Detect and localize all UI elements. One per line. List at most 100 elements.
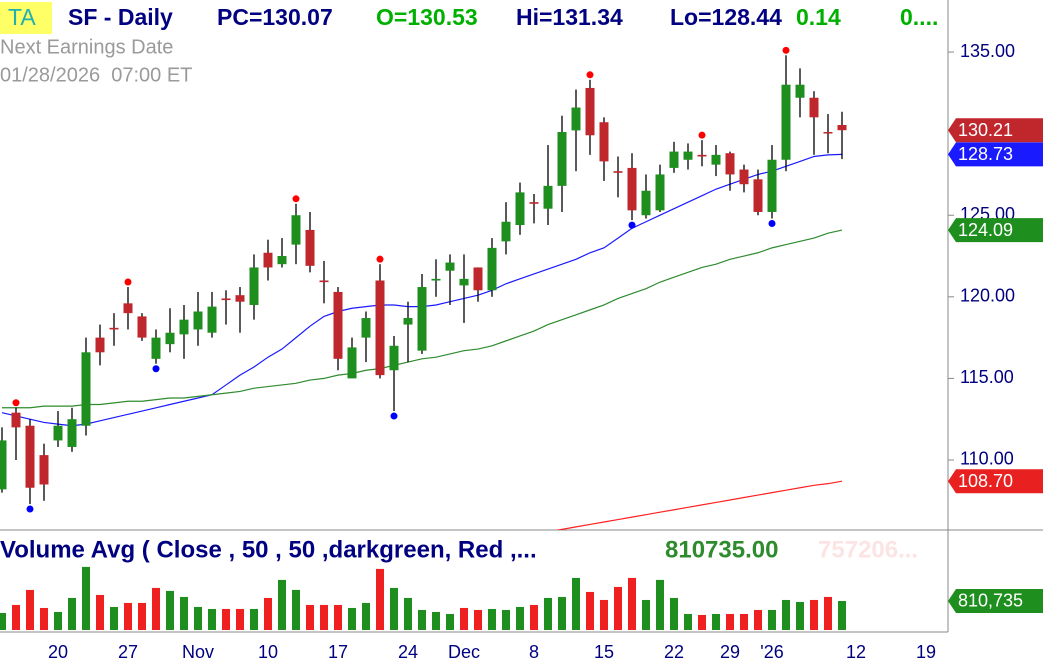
- candle-body: [823, 132, 833, 134]
- volume-bar: [460, 607, 468, 630]
- pivot-high: [782, 46, 790, 54]
- candle-body: [375, 280, 385, 376]
- candle-body: [81, 352, 91, 426]
- low: Lo=128.44: [670, 4, 782, 30]
- volume-title: Volume Avg ( Close , 50 , 50 ,darkgreen,…: [0, 536, 537, 563]
- volume-bar: [754, 609, 762, 630]
- candle-body: [697, 154, 707, 157]
- candle-body: [459, 278, 469, 286]
- volume-bar: [180, 596, 188, 630]
- candle-body: [123, 303, 133, 314]
- candle-body: [529, 202, 539, 204]
- volume-bar: [292, 589, 300, 630]
- candle-body: [151, 337, 161, 359]
- candle-body: [809, 97, 819, 118]
- volume-bar: [796, 601, 804, 630]
- candle-body: [725, 153, 735, 175]
- price-tag: [948, 469, 1043, 494]
- pivot-low: [26, 505, 34, 513]
- volume-bar: [40, 607, 48, 630]
- volume-bar: [0, 612, 6, 630]
- y-tick-label: 110.00: [960, 449, 1014, 469]
- volume-bar: [166, 590, 174, 630]
- volume-bar: [222, 608, 230, 630]
- candle-body: [263, 252, 273, 268]
- candle-body: [0, 440, 7, 490]
- volume-bar: [124, 602, 132, 630]
- volume-bar: [250, 608, 258, 630]
- volume-bar: [502, 609, 510, 630]
- candle-body: [333, 291, 343, 359]
- candle-body: [585, 87, 595, 136]
- prev-close: PC=130.07: [217, 4, 333, 30]
- badge-bg: [0, 2, 52, 34]
- candle-body: [347, 347, 357, 379]
- candle-body: [179, 319, 189, 335]
- pivot-high: [124, 278, 132, 286]
- candle-body: [221, 298, 231, 301]
- volume-bar: [26, 589, 34, 630]
- volume-bar: [306, 604, 314, 630]
- candle-body: [781, 84, 791, 160]
- candle-body: [753, 179, 763, 212]
- x-tick-label: 17: [328, 642, 348, 662]
- volume-bar: [740, 613, 748, 630]
- price-tag: [948, 218, 1043, 243]
- candle-body: [67, 419, 77, 447]
- candle-body: [683, 151, 693, 160]
- volume-bar: [334, 604, 342, 630]
- volume-bar: [362, 602, 370, 630]
- moving-average: [2, 229, 843, 409]
- candle-body: [571, 107, 581, 131]
- candle-body: [599, 122, 609, 162]
- candle-body: [193, 311, 203, 330]
- candle-body: [109, 327, 119, 330]
- volume-bar: [446, 613, 454, 630]
- price-tag-label: 130.21: [958, 120, 1013, 140]
- y-tick-label: 135.00: [960, 41, 1015, 61]
- volume-bar: [838, 600, 846, 630]
- candle-body: [403, 318, 413, 325]
- x-tick-label: 24: [398, 642, 418, 662]
- volume-bar: [712, 613, 720, 630]
- candle-body: [501, 221, 511, 242]
- volume-bar: [656, 579, 664, 630]
- volume-bar: [96, 594, 104, 630]
- candle-body: [557, 132, 567, 186]
- volume-bar: [54, 611, 62, 630]
- candle-body: [291, 215, 301, 245]
- volume-bar: [110, 606, 118, 630]
- volume-bar: [12, 604, 20, 630]
- pivot-high: [376, 255, 384, 263]
- volume-bar: [726, 613, 734, 630]
- volume-bar: [320, 604, 328, 630]
- pivot-high: [12, 399, 20, 407]
- price-tag: [948, 142, 1043, 167]
- volume-bar: [600, 599, 608, 630]
- volume-bar: [236, 608, 244, 630]
- x-tick-label: 19: [916, 642, 936, 662]
- x-tick-label: '26: [760, 642, 783, 662]
- candle-body: [11, 412, 21, 428]
- volume-bar: [684, 613, 692, 630]
- candle-body: [319, 280, 329, 283]
- volume-bar: [782, 599, 790, 630]
- earnings-label: Next Earnings Date: [0, 36, 173, 58]
- y-tick-label: 120.00: [960, 286, 1015, 306]
- x-tick-label: 22: [664, 642, 684, 662]
- candle-body: [515, 192, 525, 226]
- volume-value: 810735.00: [665, 536, 778, 563]
- candle-body: [277, 256, 287, 265]
- change: 0.14: [796, 4, 841, 30]
- volume-bar: [544, 597, 552, 630]
- candle-body: [487, 247, 497, 291]
- x-tick-label: 8: [529, 642, 539, 662]
- volume-bar: [82, 566, 90, 630]
- candle-body: [739, 169, 749, 185]
- candle-body: [711, 154, 721, 165]
- earnings-date: 01/28/2026 07:00 ET: [0, 64, 192, 86]
- y-tick-label: 115.00: [960, 367, 1014, 387]
- x-tick-label: 20: [48, 642, 68, 662]
- pivot-high: [698, 131, 706, 139]
- price-plot: [0, 46, 847, 530]
